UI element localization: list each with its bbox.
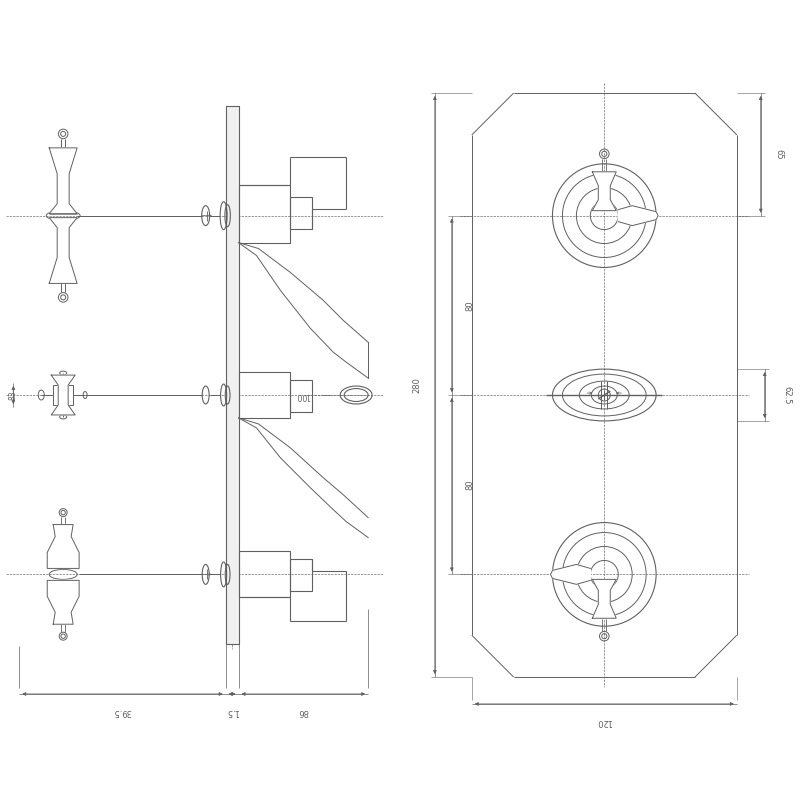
Text: 86: 86 [298,707,309,717]
Polygon shape [47,580,79,624]
Bar [238,185,290,242]
Text: 80: 80 [466,300,474,310]
Polygon shape [550,565,590,584]
Polygon shape [50,148,77,214]
Text: 1.5: 1.5 [226,707,238,717]
Polygon shape [51,375,75,415]
Bar [226,106,238,644]
Bar [54,385,73,405]
Bar [290,559,312,591]
Bar [290,380,312,412]
Text: 39.5: 39.5 [114,707,132,717]
Polygon shape [47,525,79,569]
Bar [290,197,312,229]
Text: 280: 280 [413,377,422,393]
Text: 83: 83 [9,390,18,400]
Text: 120: 120 [597,718,612,726]
Text: 65: 65 [774,149,783,160]
Polygon shape [592,579,616,618]
Text: 62.5: 62.5 [782,386,791,404]
Polygon shape [618,206,658,226]
Polygon shape [592,172,616,210]
Text: 80: 80 [466,479,474,490]
Bar [226,106,238,644]
Bar [238,372,290,418]
Text: 100: 100 [296,390,310,399]
Polygon shape [50,218,77,283]
Bar [238,551,290,598]
